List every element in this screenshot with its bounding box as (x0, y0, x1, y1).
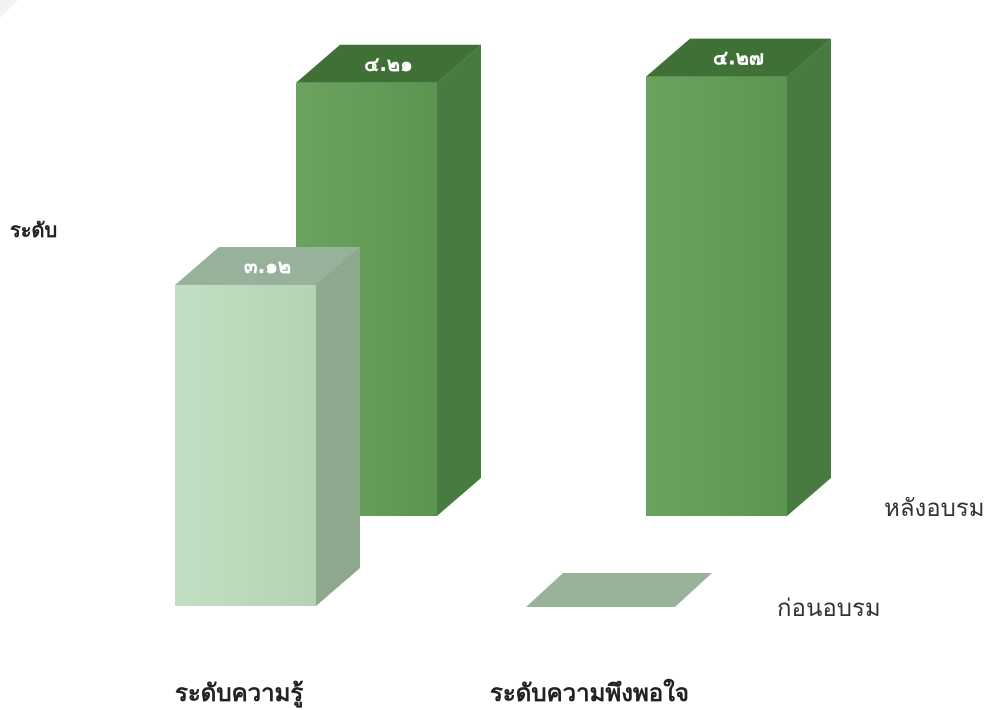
bar-before-0: ๓.๑๒ (175, 246, 360, 606)
y-axis-label: ระดับ (10, 218, 57, 242)
bar-top-face (296, 44, 481, 83)
category-label-satisfaction: ระดับความพึงพอใจ (490, 678, 689, 707)
legend-swatch-before (526, 573, 712, 607)
bar-side-face (316, 246, 360, 606)
bar-top-face (646, 38, 831, 77)
corner-decoration (0, 0, 18, 18)
bar-value-label: ๔.๒๑ (364, 52, 413, 76)
bar-side-face (437, 44, 481, 516)
bar-after-1: ๔.๒๗ (646, 38, 831, 516)
bar-front-face (646, 76, 787, 516)
bars-layer: ๔.๒๑ ๔.๒๗๓.๑๒ (175, 38, 831, 606)
bar-value-label: ๓.๑๒ (244, 254, 291, 278)
bar-front-face (175, 284, 316, 606)
bar-top-face (175, 246, 360, 285)
category-label-knowledge: ระดับความรู้ (175, 679, 303, 708)
legend-label-after: หลังอบรม (884, 494, 985, 522)
bar-side-face (787, 38, 831, 516)
bar-value-label: ๔.๒๗ (713, 46, 764, 70)
legend-label-before: ก่อนอบรม (777, 594, 881, 622)
